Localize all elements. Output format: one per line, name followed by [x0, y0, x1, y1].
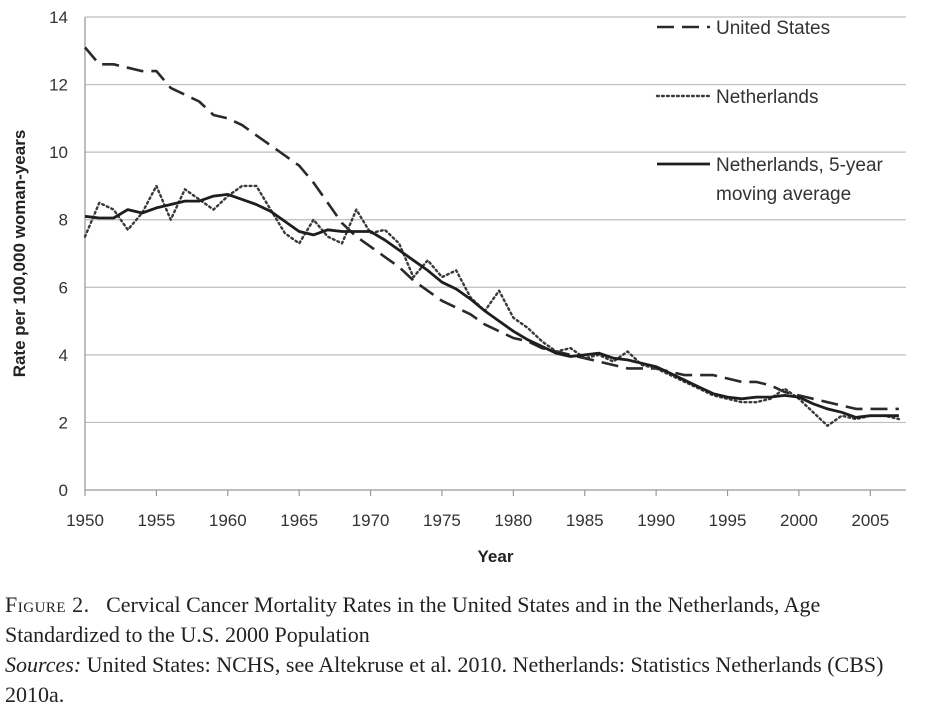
- sources-text: United States: NCHS, see Altekruse et al…: [5, 652, 884, 707]
- series-line-dashed: [84, 46, 899, 411]
- series-line-dotted: [83, 184, 901, 427]
- x-tick-label: 1950: [66, 511, 104, 530]
- axes: 0 2 4 6 8 10 12 14 1950 1955 1960 1965 1970 1975 1980 1…: [49, 8, 906, 530]
- legend-label: United States: [716, 18, 830, 39]
- x-tick-label: 1960: [209, 511, 247, 530]
- legend-label: Netherlands: [716, 87, 818, 108]
- legend: United States Netherlands Netherlands, 5-y…: [655, 18, 884, 205]
- y-tick-label: 6: [59, 278, 68, 297]
- series-line-solid: [84, 193, 899, 419]
- y-tick-label: 8: [59, 211, 68, 230]
- y-tick-label: 4: [59, 346, 68, 365]
- y-tick-label: 10: [49, 143, 68, 162]
- x-tick-label: 1980: [494, 511, 532, 530]
- x-tick-label: 1970: [352, 511, 390, 530]
- x-tick-label: 1965: [280, 511, 318, 530]
- x-tick-label: 1985: [566, 511, 604, 530]
- sources-label: Sources:: [5, 652, 82, 677]
- figure-caption: Figure 2. Cervical Cancer Mortality Rate…: [5, 590, 920, 710]
- caption-title-line: Figure 2. Cervical Cancer Mortality Rate…: [5, 590, 920, 650]
- x-tick-label: 2005: [851, 511, 889, 530]
- figure-label: Figure 2.: [5, 592, 90, 617]
- x-tick-label: 1990: [637, 511, 675, 530]
- caption-title: Cervical Cancer Mortality Rates in the U…: [5, 592, 821, 647]
- legend-label: Netherlands, 5-year: [716, 155, 884, 176]
- y-tick-label: 14: [49, 8, 68, 27]
- y-axis-title: Rate per 100,000 woman-years: [10, 130, 29, 378]
- legend-label: moving average: [716, 184, 851, 205]
- x-tick-label: 1955: [137, 511, 175, 530]
- x-tick-label: 1975: [423, 511, 461, 530]
- x-tick-label: 1995: [709, 511, 747, 530]
- x-tick-label: 2000: [780, 511, 818, 530]
- x-axis-title: Year: [478, 547, 514, 566]
- line-chart: 0 2 4 6 8 10 12 14 1950 1955 1960 1965 1970 1975 1980 1…: [10, 8, 906, 566]
- series-lines: [83, 46, 901, 427]
- caption-sources-line: Sources: United States: NCHS, see Altekr…: [5, 650, 920, 710]
- y-tick-label: 0: [59, 481, 68, 500]
- y-tick-label: 12: [49, 76, 68, 95]
- gridlines: [85, 16, 906, 424]
- y-tick-label: 2: [59, 413, 68, 432]
